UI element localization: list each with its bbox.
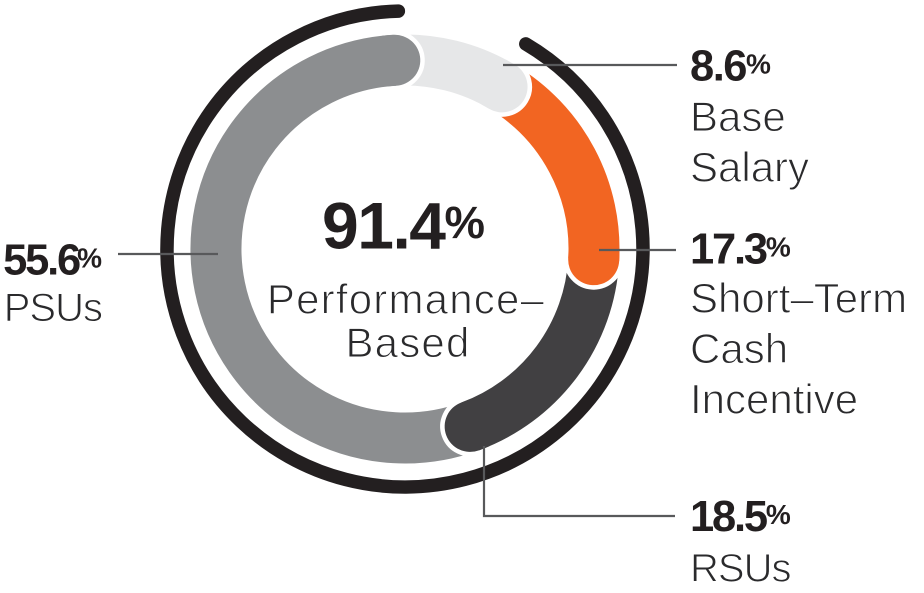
svg-text:Base: Base bbox=[690, 93, 786, 140]
svg-text:Incentive: Incentive bbox=[690, 376, 858, 423]
svg-text:17.3%: 17.3% bbox=[690, 226, 791, 274]
svg-text:PSUs: PSUs bbox=[4, 286, 102, 330]
svg-text:8.6%: 8.6% bbox=[690, 43, 771, 91]
svg-text:18.5%: 18.5% bbox=[690, 493, 791, 541]
svg-text:Cash: Cash bbox=[690, 325, 788, 372]
svg-text:Based: Based bbox=[345, 319, 470, 366]
svg-text:55.6: 55.6 bbox=[3, 237, 80, 285]
svg-text:Performance–: Performance– bbox=[267, 275, 545, 322]
svg-text:Short–Term: Short–Term bbox=[690, 275, 907, 322]
svg-text:91.4%: 91.4% bbox=[322, 189, 485, 263]
svg-text:RSUs: RSUs bbox=[690, 547, 790, 591]
svg-text:%: % bbox=[77, 243, 102, 274]
svg-text:Salary: Salary bbox=[690, 144, 809, 191]
